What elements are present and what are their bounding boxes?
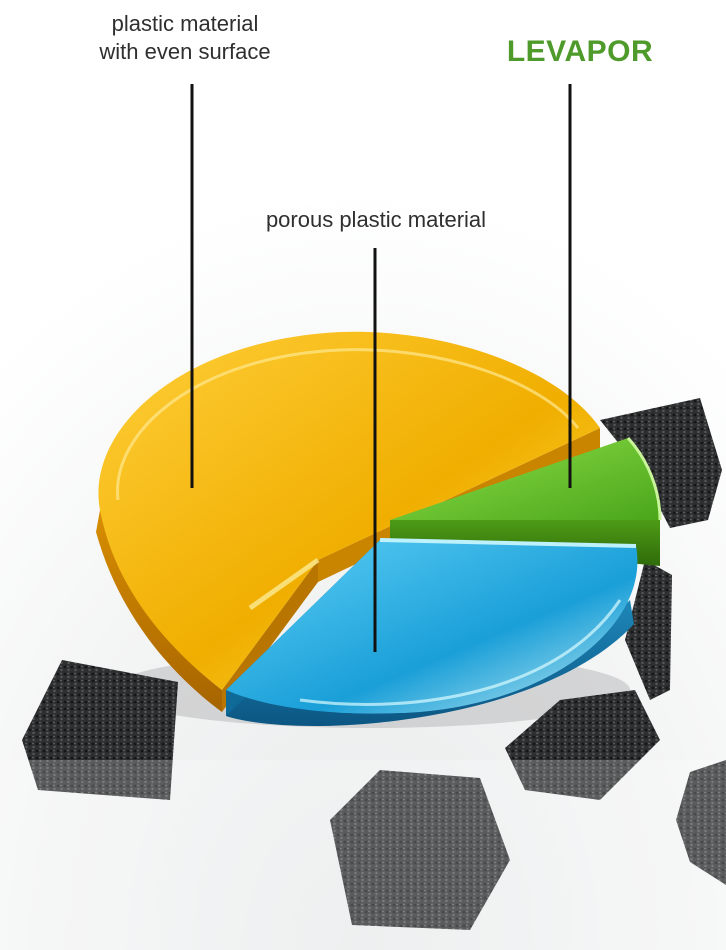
mist-overlay [0, 760, 726, 950]
foam-cube-bottom-right-center [505, 690, 660, 800]
foam-cube-left [22, 660, 178, 800]
label-even-surface: plastic material with even surface [60, 10, 310, 66]
foam-cube-right-edge [676, 760, 726, 885]
pie-slice-porous [226, 538, 638, 726]
label-porous: porous plastic material [265, 207, 487, 232]
label-even-surface-line-1: plastic material [111, 11, 259, 36]
label-levapor: LEVAPOR [506, 35, 654, 68]
label-even-surface-line-2: with even surface [99, 39, 271, 64]
foam-cube-bottom-center [330, 770, 510, 930]
foam-cube-right-back [600, 398, 722, 528]
foam-cube-right-middle [625, 560, 672, 700]
